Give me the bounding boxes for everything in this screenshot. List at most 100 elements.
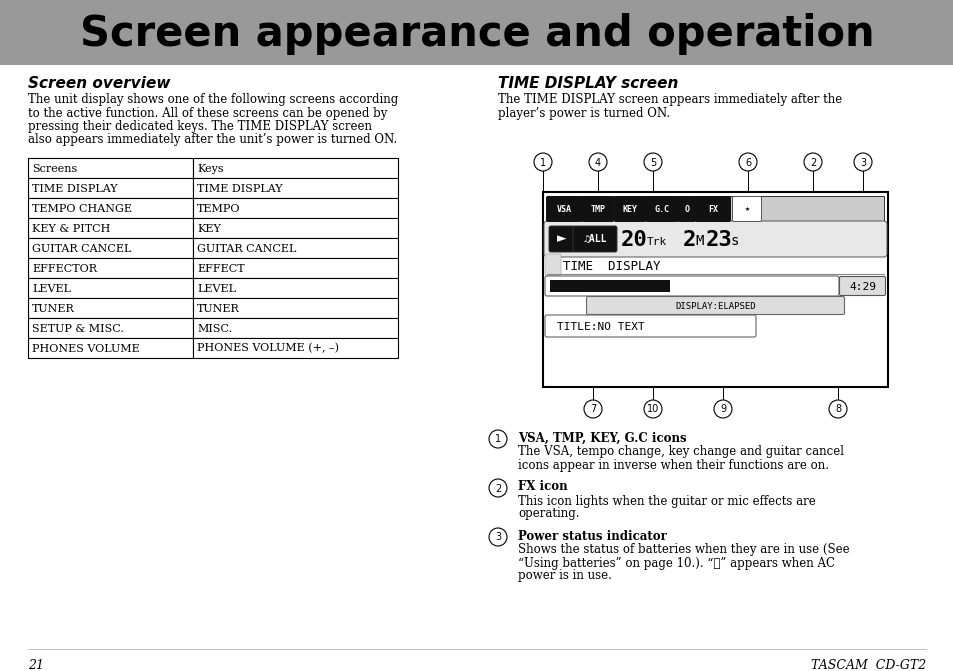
FancyBboxPatch shape — [839, 276, 884, 295]
Text: 2: 2 — [682, 230, 696, 250]
Text: 6: 6 — [744, 158, 750, 168]
Text: “Using batteries” on page 10.). “★” appears when AC: “Using batteries” on page 10.). “★” appe… — [517, 556, 834, 570]
Text: power is in use.: power is in use. — [517, 570, 611, 582]
Text: Shows the status of batteries when they are in use (See: Shows the status of batteries when they … — [517, 544, 849, 556]
Text: FX icon: FX icon — [517, 480, 567, 493]
Bar — [542, 192, 887, 387]
Text: 8: 8 — [834, 405, 841, 415]
Text: Screen appearance and operation: Screen appearance and operation — [80, 13, 873, 55]
Text: G.C: G.C — [654, 205, 669, 213]
Text: ♫ALL: ♫ALL — [582, 234, 606, 244]
Text: also appears immediately after the unit’s power is turned ON.: also appears immediately after the unit’… — [28, 134, 396, 146]
Text: 21: 21 — [28, 659, 44, 671]
Text: 1: 1 — [495, 435, 500, 444]
Text: pressing their dedicated keys. The TIME DISPLAY screen: pressing their dedicated keys. The TIME … — [28, 120, 372, 133]
FancyBboxPatch shape — [678, 197, 695, 221]
Bar — [0, 0, 953, 65]
Text: 5: 5 — [649, 158, 656, 168]
Text: TUNER: TUNER — [196, 303, 239, 313]
Bar — [193, 238, 397, 258]
Text: PHONES VOLUME: PHONES VOLUME — [32, 344, 139, 354]
FancyBboxPatch shape — [582, 197, 613, 221]
Bar — [28, 238, 193, 258]
Circle shape — [828, 400, 846, 418]
Text: GUITAR CANCEL: GUITAR CANCEL — [32, 244, 132, 254]
Text: Screens: Screens — [32, 164, 77, 174]
FancyBboxPatch shape — [645, 197, 678, 221]
Text: to the active function. All of these screens can be opened by: to the active function. All of these scr… — [28, 107, 387, 119]
Text: TIME DISPLAY screen: TIME DISPLAY screen — [497, 76, 678, 91]
Text: KEY: KEY — [622, 205, 637, 213]
Text: player’s power is turned ON.: player’s power is turned ON. — [497, 107, 669, 119]
Bar — [28, 178, 193, 198]
FancyBboxPatch shape — [548, 226, 575, 252]
Text: Power status indicator: Power status indicator — [517, 529, 666, 542]
Text: O: O — [684, 205, 689, 213]
Text: icons appear in inverse when their functions are on.: icons appear in inverse when their funct… — [517, 458, 828, 472]
Bar — [193, 218, 397, 238]
Text: PHONES VOLUME (+, –): PHONES VOLUME (+, –) — [196, 344, 338, 354]
Bar — [28, 278, 193, 298]
Text: 4:29: 4:29 — [848, 282, 876, 292]
FancyBboxPatch shape — [732, 197, 760, 221]
Bar — [193, 318, 397, 338]
Bar — [193, 158, 397, 178]
FancyBboxPatch shape — [544, 276, 838, 296]
Circle shape — [489, 430, 506, 448]
Text: DISPLAY:ELAPSED: DISPLAY:ELAPSED — [675, 302, 755, 311]
Circle shape — [489, 479, 506, 497]
Text: EFFECTOR: EFFECTOR — [32, 264, 97, 274]
Bar — [546, 196, 883, 222]
Bar — [28, 158, 193, 178]
Text: TIME DISPLAY: TIME DISPLAY — [196, 183, 282, 193]
Text: 2: 2 — [495, 484, 500, 493]
Text: LEVEL: LEVEL — [32, 284, 71, 293]
Circle shape — [853, 153, 871, 171]
Bar — [28, 318, 193, 338]
Bar — [28, 218, 193, 238]
Text: 20: 20 — [620, 230, 647, 250]
Bar — [28, 198, 193, 218]
Bar — [193, 258, 397, 278]
Text: Keys: Keys — [196, 164, 223, 174]
Text: Screen overview: Screen overview — [28, 76, 171, 91]
Text: 10: 10 — [646, 405, 659, 415]
Text: MISC.: MISC. — [196, 323, 232, 333]
Circle shape — [643, 153, 661, 171]
Text: TUNER: TUNER — [32, 303, 74, 313]
Bar — [193, 278, 397, 298]
Text: The TIME DISPLAY screen appears immediately after the: The TIME DISPLAY screen appears immediat… — [497, 93, 841, 106]
Text: 2: 2 — [809, 158, 815, 168]
Text: EFFECT: EFFECT — [196, 264, 244, 274]
Text: ►: ► — [557, 232, 566, 246]
Text: 3: 3 — [859, 158, 865, 168]
Text: s: s — [730, 234, 739, 248]
Circle shape — [588, 153, 606, 171]
FancyBboxPatch shape — [614, 197, 645, 221]
Text: TITLE:NO TEXT: TITLE:NO TEXT — [557, 322, 644, 332]
Bar — [28, 338, 193, 358]
FancyBboxPatch shape — [695, 197, 730, 221]
FancyBboxPatch shape — [546, 197, 582, 221]
Text: 9: 9 — [720, 405, 725, 415]
Text: SETUP & MISC.: SETUP & MISC. — [32, 323, 124, 333]
Circle shape — [489, 528, 506, 546]
Bar — [193, 338, 397, 358]
Text: 3: 3 — [495, 533, 500, 542]
Bar — [28, 298, 193, 318]
FancyBboxPatch shape — [543, 221, 886, 257]
Text: KEY: KEY — [196, 223, 221, 234]
Text: VSA, TMP, KEY, G.C icons: VSA, TMP, KEY, G.C icons — [517, 431, 686, 444]
Text: KEY & PITCH: KEY & PITCH — [32, 223, 111, 234]
Text: 1: 1 — [539, 158, 545, 168]
Text: operating.: operating. — [517, 507, 578, 521]
Text: TEMPO: TEMPO — [196, 203, 240, 213]
Text: This icon lights when the guitar or mic effects are: This icon lights when the guitar or mic … — [517, 495, 815, 507]
Circle shape — [583, 400, 601, 418]
Bar — [193, 298, 397, 318]
Circle shape — [643, 400, 661, 418]
Text: M: M — [695, 234, 702, 248]
Text: GUITAR CANCEL: GUITAR CANCEL — [196, 244, 296, 254]
Text: 23: 23 — [705, 230, 732, 250]
FancyBboxPatch shape — [544, 254, 560, 276]
